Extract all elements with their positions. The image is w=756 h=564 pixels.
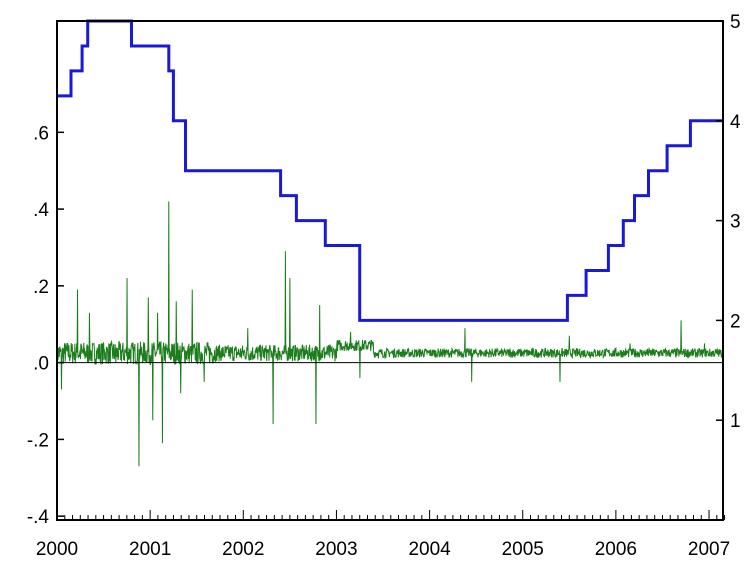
y-left-tick-label: .0: [33, 354, 49, 375]
y-left-tick-label: .2: [33, 277, 49, 298]
x-tick-label: 2005: [502, 539, 544, 560]
axis-layer: .6 .4 .2 .0 -.2 -.4 5 4 3 2 1 2000 2001 2002 2003 2004 2…: [27, 12, 741, 560]
x-tick-label: 2003: [315, 539, 357, 560]
y-left-tick-label: .4: [33, 200, 49, 221]
y-right-tick-label: 4: [730, 112, 741, 133]
plot-frame: [56, 20, 724, 521]
y-right-tick-label: 3: [730, 212, 741, 233]
y-left-tick-label: -.2: [27, 430, 49, 451]
y-left-tick-label: .6: [33, 123, 49, 144]
x-tick-label: 2004: [408, 539, 451, 560]
series-volatility-line: [56, 201, 724, 467]
x-tick-label: 2006: [595, 539, 637, 560]
y-left-tick-label: -.4: [27, 507, 50, 528]
x-tick-label: 2002: [222, 539, 264, 560]
x-tick-label: 2007: [688, 539, 730, 560]
y-right-tick-label: 5: [730, 12, 741, 33]
x-tick-label: 2000: [36, 539, 78, 560]
x-tick-label: 2001: [129, 539, 171, 560]
y-right-tick-label: 2: [730, 311, 741, 332]
y-right-tick-label: 1: [730, 411, 741, 432]
